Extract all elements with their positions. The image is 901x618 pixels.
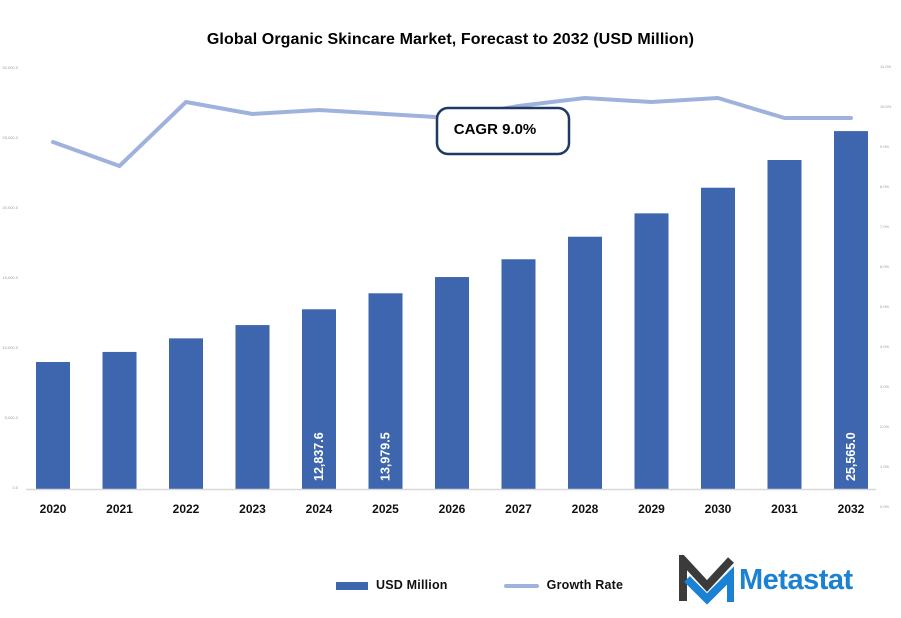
bar-2029: [634, 213, 669, 489]
market-forecast-chart: 30,000.0 25,000.0 20,000.0 15,000.0 10,000.0…: [2, 64, 892, 516]
bar-2027: [501, 259, 536, 489]
metastat-logo-icon: [679, 555, 734, 605]
bar-2031: [767, 160, 802, 489]
bar-data-label-2032: 25,565.0: [844, 432, 858, 481]
legend-line-label: Growth Rate: [546, 578, 624, 592]
bar-2026: [435, 277, 469, 489]
metastat-logo: Metastat: [678, 555, 853, 605]
x-axis-label-2026: 2026: [439, 502, 466, 516]
right-axis-tick: 9.0%: [880, 144, 890, 149]
bar-2025: [368, 293, 403, 489]
bar-2024: [302, 309, 336, 489]
right-axis-tick: 10.0%: [880, 104, 892, 109]
bar-2022: [169, 338, 203, 489]
x-axis-label-2021: 2021: [106, 502, 133, 516]
bar-2023: [235, 325, 270, 489]
bar-2032: [834, 131, 868, 489]
x-axis-label-2022: 2022: [173, 502, 200, 516]
metastat-logo-text: Metastat: [739, 563, 853, 596]
x-axis-label-2025: 2025: [372, 502, 399, 516]
x-axis-label-2020: 2020: [40, 502, 67, 516]
right-axis-tick: 5.0%: [880, 304, 890, 309]
right-axis-tick: 6.0%: [880, 264, 890, 269]
bar-2030: [701, 187, 735, 489]
x-axis-label-2023: 2023: [239, 502, 266, 516]
chart-title: Global Organic Skincare Market, Forecast…: [206, 31, 695, 48]
bar-data-label-2024: 12,837.6: [312, 432, 326, 481]
cagr-callout-label: CAGR 9.0%: [454, 121, 537, 138]
bar-data-label-2025: 13,979.5: [379, 432, 393, 481]
left-axis-tick: 5,000.0: [5, 415, 19, 420]
cagr-callout-box: [435, 106, 571, 156]
x-axis-label-2027: 2027: [505, 502, 532, 516]
right-axis-tick: 11.0%: [880, 64, 891, 69]
x-axis-label-2029: 2029: [638, 502, 665, 516]
right-axis-tick: 2.0%: [880, 424, 890, 429]
left-axis-tick: 30,000.0: [2, 65, 18, 70]
right-axis-tick: 8.0%: [880, 184, 890, 189]
left-axis-tick: 10,000.0: [2, 345, 18, 350]
x-axis-label-2032: 2032: [838, 502, 865, 516]
legend-bar-label: USD Million: [376, 578, 448, 592]
bar-2021: [102, 351, 137, 489]
left-axis-tick: 20,000.0: [2, 205, 18, 210]
x-axis-label-2028: 2028: [572, 502, 599, 516]
right-axis-tick: 4.0%: [880, 344, 890, 349]
legend-bar-swatch: [336, 581, 368, 590]
x-axis-label-2031: 2031: [771, 502, 798, 516]
left-axis-tick: 0.0: [12, 485, 18, 490]
right-axis-tick: 7.0%: [880, 224, 890, 229]
left-axis-tick: 25,000.0: [2, 135, 18, 140]
x-axis-label-2030: 2030: [705, 502, 732, 516]
x-axis-label-2024: 2024: [306, 502, 333, 516]
right-axis-tick: 3.0%: [880, 384, 890, 389]
left-axis-tick: 15,000.0: [2, 275, 18, 280]
legend-line-swatch: [503, 584, 539, 588]
right-axis-tick: 1.0%: [880, 464, 890, 469]
bar-2020: [36, 362, 70, 489]
bar-2028: [568, 236, 602, 489]
right-axis-tick: 0.0%: [880, 504, 890, 509]
chart-legend: USD Million Growth Rate: [336, 578, 623, 592]
